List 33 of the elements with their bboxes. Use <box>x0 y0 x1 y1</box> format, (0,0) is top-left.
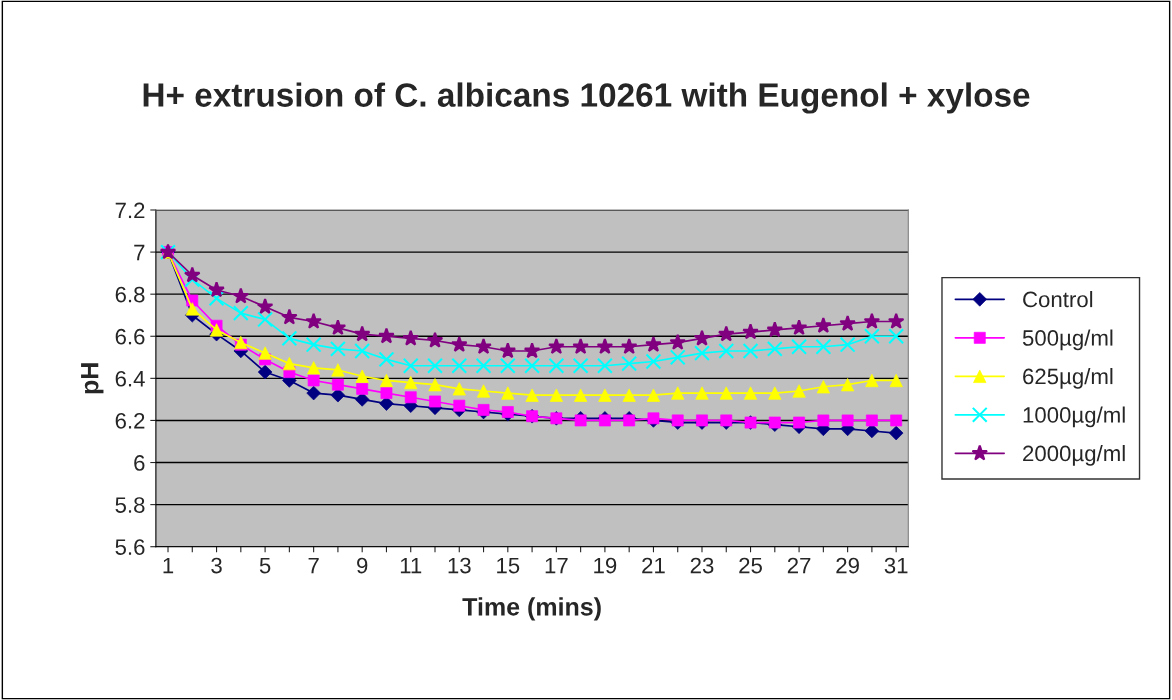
legend-label: 2000µg/ml <box>1023 444 1125 466</box>
x-tick-label: 19 <box>594 557 617 574</box>
x-tick-label: 17 <box>545 557 568 574</box>
y-tick-label: 6.4 <box>115 370 145 387</box>
x-tick-label: 31 <box>884 557 908 574</box>
y-tick-label: 6.6 <box>115 328 145 345</box>
y-tick-label: 7.2 <box>115 202 145 219</box>
legend-label: 625µg/ml <box>1023 367 1113 389</box>
y-tick-label: 5.8 <box>115 497 145 513</box>
x-tick-label: 11 <box>400 557 422 574</box>
legend-label: 1000µg/ml <box>1023 406 1125 428</box>
x-tick-label: 13 <box>448 557 471 574</box>
legend-label: 500µg/ml <box>1022 329 1113 351</box>
x-tick-label: 25 <box>739 557 762 574</box>
x-tick-label: 9 <box>357 557 368 574</box>
chart-title: H+ extrusion of C. albicans 10261 with Eugenol + xylose <box>143 82 1030 114</box>
y-tick-label: 6 <box>134 455 145 471</box>
x-tick-label: 7 <box>308 557 319 574</box>
y-tick-label: 5.6 <box>115 539 145 555</box>
x-tick-label: 15 <box>497 557 520 574</box>
x-tick-label: 29 <box>836 557 859 574</box>
x-tick-label: 3 <box>211 557 222 574</box>
x-axis-title: Time (mins) <box>462 597 601 621</box>
y-axis-title: pH <box>81 363 104 394</box>
x-tick-label: 21 <box>642 557 665 574</box>
x-tick-label: 1 <box>163 557 174 574</box>
y-tick-label: 6.2 <box>115 412 145 429</box>
y-tick-label: 7 <box>134 244 145 261</box>
y-tick-label: 6.8 <box>115 286 145 303</box>
x-tick-label: 23 <box>690 557 714 574</box>
x-tick-label: 5 <box>259 557 271 574</box>
x-tick-label: 27 <box>787 557 811 574</box>
legend-label: Control <box>1023 291 1093 308</box>
